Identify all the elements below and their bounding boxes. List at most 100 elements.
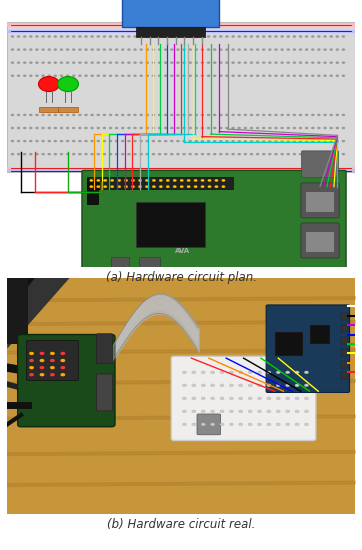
Circle shape [11,140,14,142]
Polygon shape [7,278,49,301]
Circle shape [97,185,100,188]
Circle shape [17,140,20,142]
Circle shape [250,62,253,64]
Circle shape [323,140,327,142]
Circle shape [152,62,155,64]
Circle shape [78,48,81,51]
Circle shape [211,371,215,374]
Circle shape [323,153,327,156]
Circle shape [237,35,241,38]
Circle shape [336,126,339,129]
Circle shape [286,114,290,116]
Circle shape [244,153,247,156]
Circle shape [35,140,39,142]
FancyBboxPatch shape [302,151,338,178]
Circle shape [127,48,131,51]
Circle shape [268,48,272,51]
Circle shape [295,384,299,387]
Circle shape [17,35,20,38]
Circle shape [17,126,20,129]
Circle shape [292,35,296,38]
Circle shape [29,48,33,51]
Circle shape [323,114,327,116]
Circle shape [11,153,14,156]
Circle shape [256,140,259,142]
Bar [7,30,355,33]
Text: AVA: AVA [175,248,190,254]
Circle shape [39,359,45,362]
Circle shape [29,140,33,142]
Bar [306,192,334,212]
Circle shape [286,384,290,387]
Circle shape [257,410,262,413]
Circle shape [220,371,224,374]
Circle shape [58,76,79,91]
Bar [38,107,59,112]
Circle shape [262,48,265,51]
Circle shape [115,114,118,116]
Circle shape [152,35,155,38]
Circle shape [23,62,26,64]
Circle shape [72,140,76,142]
Circle shape [78,153,81,156]
Circle shape [305,62,308,64]
Circle shape [115,35,118,38]
Circle shape [47,126,51,129]
Circle shape [117,185,121,188]
Circle shape [72,48,76,51]
Circle shape [237,153,241,156]
Circle shape [336,48,339,51]
Circle shape [60,373,65,376]
Circle shape [182,48,186,51]
Circle shape [90,185,93,188]
Circle shape [342,62,345,64]
Circle shape [189,62,192,64]
Circle shape [239,410,243,413]
Circle shape [127,140,131,142]
Circle shape [60,352,65,355]
Circle shape [323,74,327,77]
Circle shape [90,35,94,38]
Circle shape [109,140,112,142]
Circle shape [182,410,186,413]
Circle shape [299,48,302,51]
Circle shape [317,140,321,142]
Circle shape [211,397,215,400]
Circle shape [121,35,125,38]
Circle shape [29,74,33,77]
Circle shape [274,126,278,129]
Circle shape [225,140,229,142]
Bar [7,168,355,172]
Circle shape [267,384,271,387]
Circle shape [139,35,143,38]
Circle shape [97,179,100,182]
Circle shape [220,423,224,426]
Circle shape [194,185,197,188]
Circle shape [256,62,259,64]
Circle shape [311,153,315,156]
Circle shape [139,114,143,116]
Circle shape [248,423,252,426]
Circle shape [192,384,196,387]
Circle shape [170,74,173,77]
Circle shape [72,126,76,129]
Circle shape [125,179,128,182]
Circle shape [256,126,259,129]
Circle shape [262,62,265,64]
Circle shape [121,153,125,156]
Circle shape [192,371,196,374]
Circle shape [336,140,339,142]
Bar [87,179,98,204]
Circle shape [292,140,296,142]
Circle shape [267,410,271,413]
Circle shape [295,397,299,400]
Circle shape [201,179,204,182]
Circle shape [97,74,100,77]
Circle shape [164,48,167,51]
Circle shape [146,153,149,156]
Circle shape [72,153,76,156]
Circle shape [207,114,210,116]
Circle shape [35,114,39,116]
Circle shape [207,62,210,64]
Circle shape [229,384,233,387]
